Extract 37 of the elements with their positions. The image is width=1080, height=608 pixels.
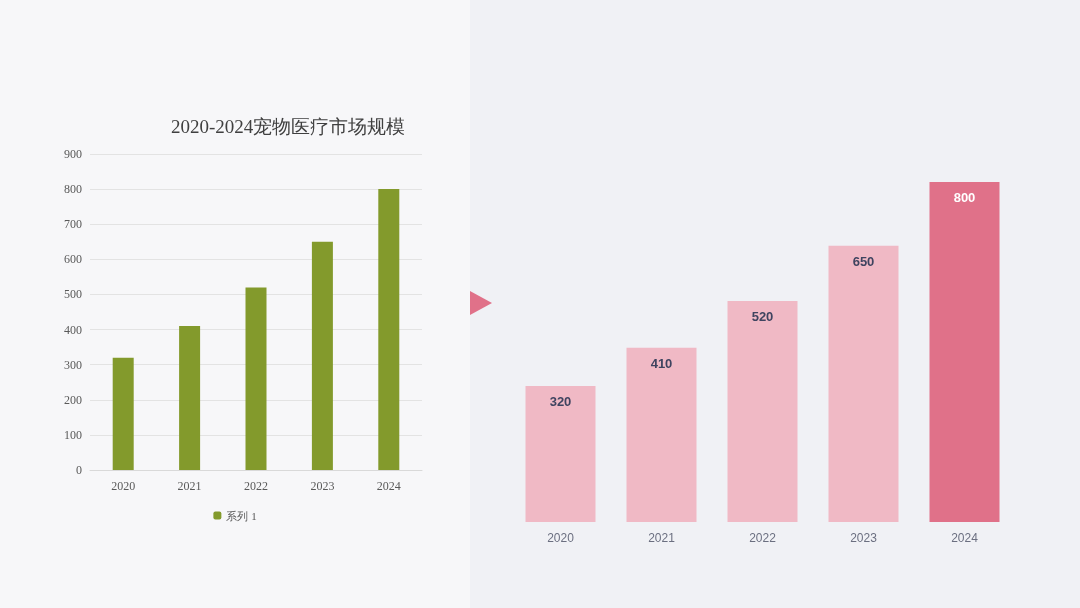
y-tick-label: 600 (64, 252, 82, 267)
bar (378, 189, 400, 470)
x-tick-label: 2023 (850, 531, 878, 545)
data-label: 650 (852, 253, 875, 269)
y-tick-label: 700 (64, 217, 82, 232)
bar (311, 241, 333, 470)
y-tick-label: 800 (64, 182, 82, 197)
x-tick-label: 2022 (749, 531, 777, 545)
y-tick-label: 0 (76, 463, 82, 477)
y-tick-label: 200 (64, 392, 82, 407)
x-tick-label: 2021 (177, 479, 202, 493)
data-label: 320 (549, 394, 572, 409)
bar (929, 182, 1000, 522)
data-label: 520 (751, 309, 774, 324)
data-label: 800 (953, 190, 976, 205)
x-tick-label: 2024 (951, 531, 979, 545)
bar (112, 357, 134, 470)
x-tick-label: 2020 (547, 531, 575, 545)
chart-title: 2020-2024宠物医疗市场规模 (171, 116, 406, 137)
y-tick-label: 100 (64, 427, 82, 442)
bar (245, 287, 267, 470)
x-tick-label: 2024 (376, 479, 401, 493)
y-tick-label: 300 (64, 357, 82, 372)
y-tick-label: 500 (64, 287, 82, 302)
bar (626, 347, 697, 522)
x-tick-label: 2021 (648, 531, 676, 545)
bar (179, 326, 201, 470)
bar (828, 245, 899, 522)
x-tick-label: 2022 (244, 479, 268, 493)
y-tick-label: 900 (64, 147, 82, 161)
x-tick-label: 2023 (310, 479, 335, 493)
y-tick-label: 400 (64, 322, 82, 337)
bar (727, 301, 798, 522)
x-tick-label: 2020 (111, 479, 136, 493)
bar (525, 386, 596, 522)
legend-label: 系列 1 (226, 509, 257, 522)
data-label: 410 (650, 355, 673, 371)
